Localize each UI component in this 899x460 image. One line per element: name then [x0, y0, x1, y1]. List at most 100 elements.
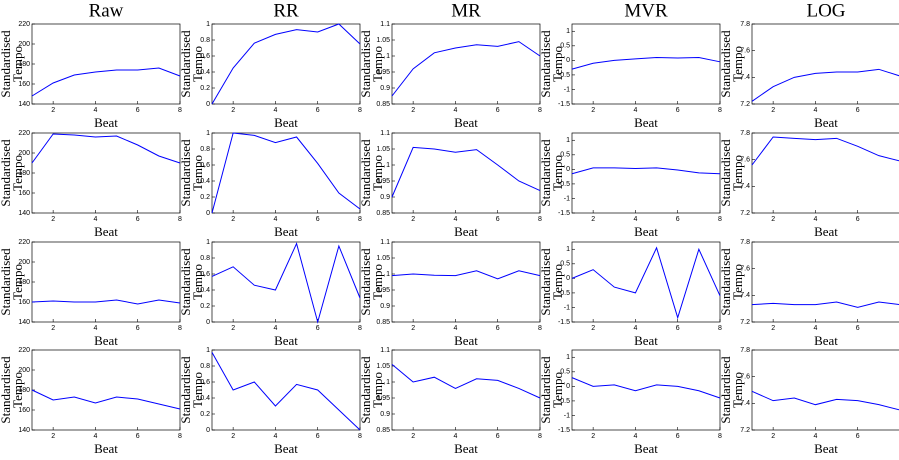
y-tick-label: 160: [18, 81, 30, 88]
y-tick-label: 7.6: [740, 157, 750, 164]
y-tick-label: 7.6: [740, 374, 750, 381]
y-tick-label: 7.4: [740, 292, 750, 299]
y-tick-label: 7.8: [740, 130, 750, 137]
x-tick-label: 4: [93, 216, 97, 223]
y-tick-label: 7.4: [740, 183, 750, 190]
y-axis-label: Standardised: [0, 356, 13, 424]
x-tick-label: 8: [718, 107, 722, 114]
y-tick-label: 7.8: [740, 347, 750, 354]
y-tick-label: 1: [566, 137, 570, 144]
y-axis-label: Standardised: [538, 30, 553, 98]
data-line: [751, 68, 899, 102]
x-tick-label: 8: [538, 107, 542, 114]
x-tick-label: 2: [411, 433, 415, 440]
y-tick-label: 7.6: [740, 48, 750, 55]
y-axis-label: Standardised: [718, 356, 733, 424]
y-tick-label: 0: [566, 57, 570, 64]
y-tick-label: 1.1: [380, 21, 390, 28]
y-tick-label: -0.5: [558, 290, 570, 297]
x-tick-label: 2: [231, 433, 235, 440]
x-tick-label: 6: [316, 325, 320, 332]
y-tick-label: 0.2: [200, 194, 210, 201]
plot-frame: [31, 132, 181, 214]
y-tick-label: 7.2: [740, 210, 750, 217]
x-tick-label: 8: [718, 433, 722, 440]
data-line: [751, 390, 899, 411]
y-tick-label: 0.95: [376, 287, 390, 294]
x-tick-label: 4: [633, 325, 637, 332]
y-tick-label: 1: [566, 28, 570, 35]
x-tick-label: 8: [358, 107, 362, 114]
x-tick-label: 8: [358, 216, 362, 223]
x-tick-label: 6: [316, 107, 320, 114]
x-tick-label: 6: [676, 433, 680, 440]
y-tick-label: -1.5: [558, 101, 570, 108]
x-axis-label: Beat: [454, 333, 478, 348]
data-line: [31, 133, 181, 164]
x-axis-label: Beat: [814, 224, 838, 239]
y-tick-label: 1: [386, 271, 390, 278]
x-tick-label: 8: [538, 216, 542, 223]
y-axis-label: Tempo: [10, 155, 25, 191]
x-tick-label: 6: [856, 107, 860, 114]
y-tick-label: 1.1: [380, 347, 390, 354]
y-tick-label: 160: [18, 407, 30, 414]
y-axis-label: Tempo: [370, 155, 385, 191]
x-tick-label: 4: [453, 325, 457, 332]
y-axis-label: Tempo: [10, 46, 25, 82]
y-tick-label: 200: [18, 367, 30, 374]
x-tick-label: 6: [136, 325, 140, 332]
y-tick-label: 200: [18, 41, 30, 48]
y-tick-label: 0: [566, 383, 570, 390]
y-tick-label: 0.85: [376, 319, 390, 326]
y-axis-label: Tempo: [550, 264, 565, 300]
y-tick-label: 7.4: [740, 74, 750, 81]
y-axis-label: Standardised: [538, 356, 553, 424]
y-axis-label: Standardised: [0, 248, 13, 316]
y-tick-label: -1: [564, 195, 570, 202]
plot-frame: [571, 241, 721, 323]
x-tick-label: 2: [771, 325, 775, 332]
x-tick-label: 2: [591, 325, 595, 332]
x-tick-label: 6: [316, 433, 320, 440]
x-tick-label: 6: [136, 433, 140, 440]
y-tick-label: 0: [566, 166, 570, 173]
plot-frame: [571, 349, 721, 431]
plot-frame: [391, 349, 541, 431]
x-tick-label: 8: [178, 325, 182, 332]
x-axis-label: Beat: [454, 441, 478, 456]
y-axis-label: Tempo: [190, 264, 205, 300]
y-tick-label: 180: [18, 279, 30, 286]
data-line: [31, 389, 181, 410]
y-tick-label: 7.4: [740, 400, 750, 407]
x-tick-label: 2: [51, 216, 55, 223]
x-tick-label: 2: [51, 107, 55, 114]
x-tick-label: 6: [676, 216, 680, 223]
y-tick-label: 0.5: [560, 261, 570, 268]
y-tick-label: 0: [206, 101, 210, 108]
x-tick-label: 2: [51, 433, 55, 440]
y-tick-label: 1.05: [376, 146, 390, 153]
x-tick-label: 2: [771, 216, 775, 223]
y-axis-label: Standardised: [178, 248, 193, 316]
y-axis-label: Standardised: [0, 139, 13, 207]
x-axis-label: Beat: [94, 333, 118, 348]
data-line: [391, 146, 541, 198]
y-tick-label: 7.6: [740, 266, 750, 273]
y-axis-label: Tempo: [370, 46, 385, 82]
y-tick-label: 0.4: [200, 69, 210, 76]
y-tick-label: 0: [206, 319, 210, 326]
x-tick-label: 2: [231, 325, 235, 332]
x-tick-label: 8: [178, 433, 182, 440]
data-line: [211, 23, 361, 105]
y-tick-label: 1.05: [376, 363, 390, 370]
x-tick-label: 2: [771, 107, 775, 114]
x-tick-label: 8: [178, 216, 182, 223]
y-tick-label: 0.9: [380, 411, 390, 418]
